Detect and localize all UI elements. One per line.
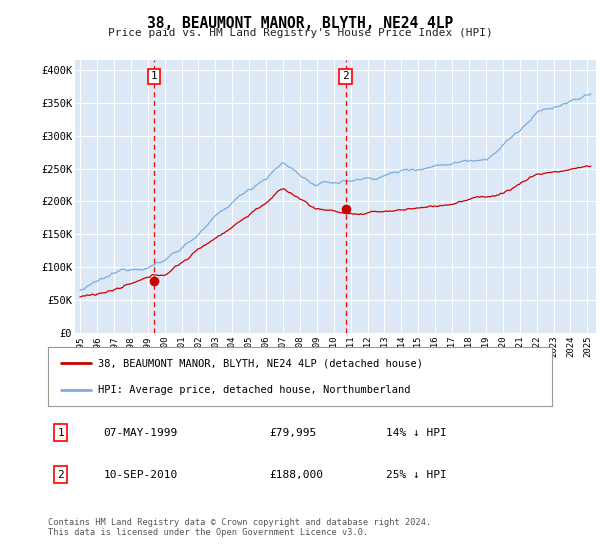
Text: £79,995: £79,995 bbox=[270, 428, 317, 437]
Text: 07-MAY-1999: 07-MAY-1999 bbox=[103, 428, 178, 437]
Text: HPI: Average price, detached house, Northumberland: HPI: Average price, detached house, Nort… bbox=[98, 385, 411, 395]
Text: £188,000: £188,000 bbox=[270, 470, 324, 479]
Text: 14% ↓ HPI: 14% ↓ HPI bbox=[386, 428, 446, 437]
Text: Contains HM Land Registry data © Crown copyright and database right 2024.
This d: Contains HM Land Registry data © Crown c… bbox=[48, 518, 431, 538]
Text: 1: 1 bbox=[151, 71, 157, 81]
Text: 10-SEP-2010: 10-SEP-2010 bbox=[103, 470, 178, 479]
Text: 38, BEAUMONT MANOR, BLYTH, NE24 4LP (detached house): 38, BEAUMONT MANOR, BLYTH, NE24 4LP (det… bbox=[98, 358, 424, 368]
Text: 38, BEAUMONT MANOR, BLYTH, NE24 4LP: 38, BEAUMONT MANOR, BLYTH, NE24 4LP bbox=[147, 16, 453, 31]
Text: 1: 1 bbox=[57, 428, 64, 437]
Text: 2: 2 bbox=[57, 470, 64, 479]
Text: 2: 2 bbox=[342, 71, 349, 81]
Text: 25% ↓ HPI: 25% ↓ HPI bbox=[386, 470, 446, 479]
Text: Price paid vs. HM Land Registry's House Price Index (HPI): Price paid vs. HM Land Registry's House … bbox=[107, 28, 493, 38]
